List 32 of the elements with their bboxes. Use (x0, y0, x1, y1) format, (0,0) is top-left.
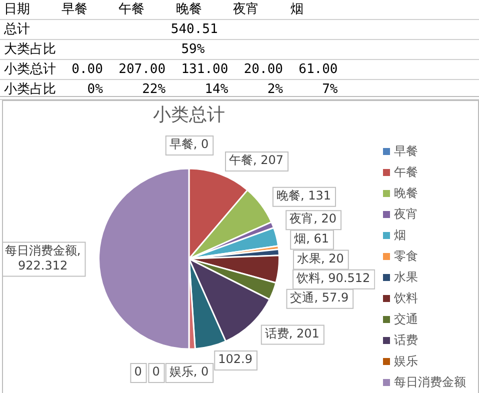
legend-label: 娱乐 (394, 353, 418, 370)
chart-title: 小类总计 (153, 104, 225, 126)
legend-label: 话费 (394, 332, 418, 349)
legend-label: 零食 (394, 248, 418, 265)
data-label: 话费, 201 (264, 326, 320, 340)
legend-label: 烟 (394, 227, 406, 244)
legend-label: 交通 (394, 311, 418, 328)
data-label: 午餐, 207 (228, 153, 284, 168)
text: 0 (134, 364, 142, 379)
legend-label: 夜宵 (394, 206, 418, 223)
legend-label: 午餐 (394, 164, 418, 181)
text: 小类占比 0% 22% 14% 2% 7% (0, 80, 479, 100)
data-label: 烟, 61 (294, 231, 329, 246)
legend-label: 每日消费金额 (394, 374, 466, 391)
text: 娱乐, 0 (169, 364, 209, 379)
text: 0 (152, 364, 160, 379)
legend-label: 早餐 (394, 143, 418, 160)
data-label: 水果, 20 (296, 251, 344, 266)
legend-label: 水果 (394, 269, 418, 286)
text: 日期 早餐 午餐 晚餐 夜宵 烟 (0, 0, 479, 20)
data-label: 102.9 (218, 352, 252, 366)
data-label: 交通, 57.9 (290, 290, 349, 305)
data-label: 夜宵, 20 (290, 212, 337, 226)
data-label: 每日消费金额, 922.312 (4, 243, 81, 272)
text: 早餐, 0 (169, 137, 209, 152)
legend-label: 饮料 (394, 290, 418, 307)
text: 小类总计 0.00 207.00 131.00 20.00 61.00 (0, 60, 479, 80)
data-label: 晚餐, 131 (276, 188, 331, 202)
text: 总计 540.51 (0, 20, 479, 40)
legend-label: 晚餐 (394, 185, 418, 202)
data-label: 饮料, 90.512 (296, 271, 370, 286)
text: 大类占比 59% (0, 40, 479, 60)
